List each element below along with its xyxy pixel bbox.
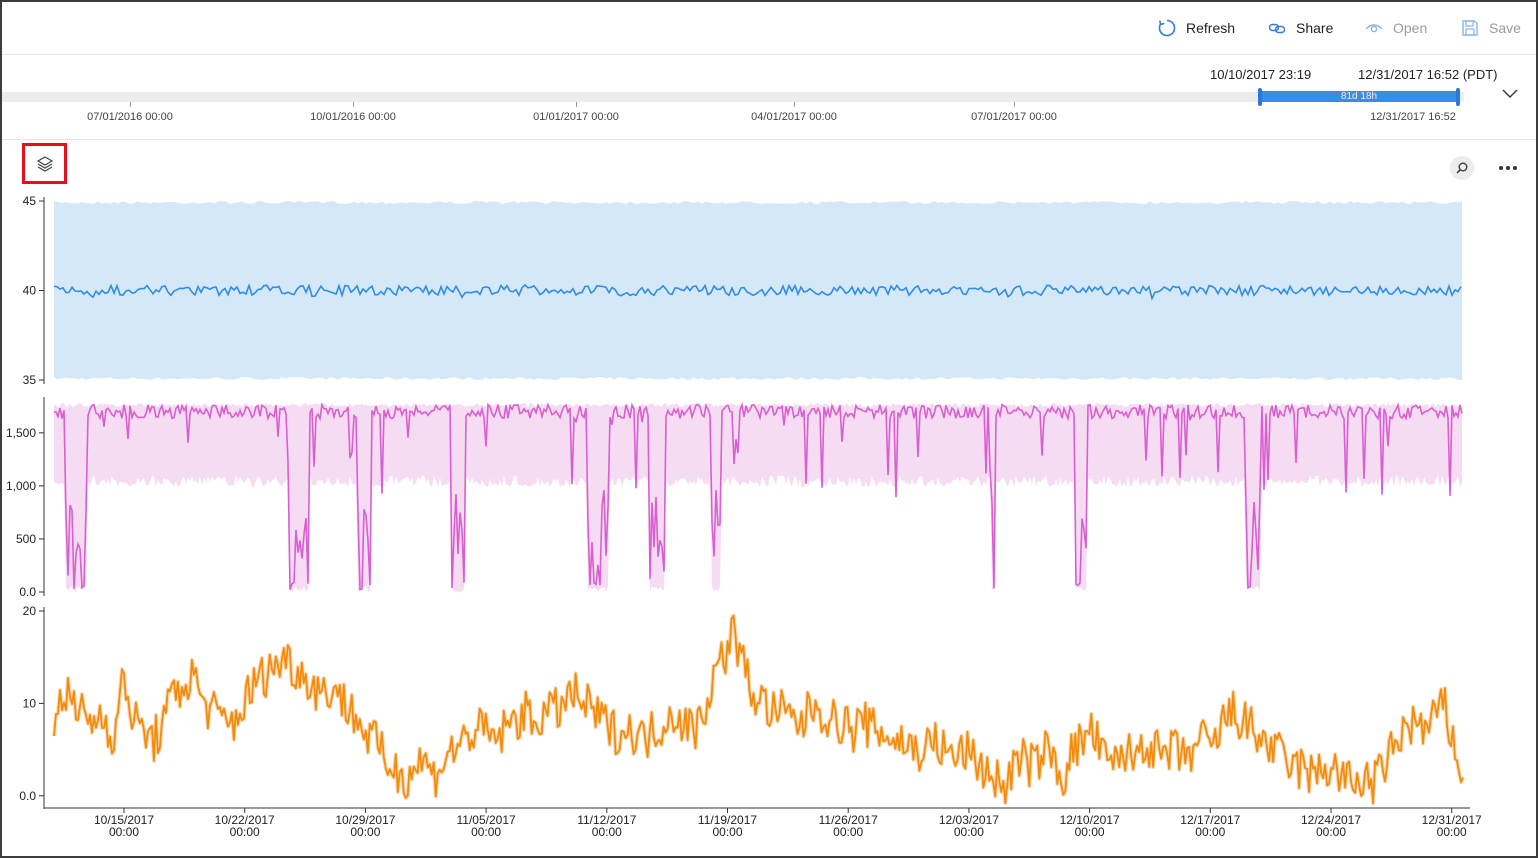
y-tick-label: 10 (23, 696, 37, 710)
refresh-label: Refresh (1186, 20, 1236, 36)
share-label: Share (1296, 20, 1334, 36)
x-tick-date-label: 12/31/2017 (1422, 813, 1482, 827)
layers-button[interactable] (22, 143, 67, 184)
more-options-button[interactable] (1494, 156, 1522, 180)
y-tick-label: 40 (23, 284, 37, 298)
brush-axis-label: 07/01/2016 00:00 (87, 111, 173, 123)
save-icon (1462, 20, 1478, 36)
series-2-range-band (54, 403, 1462, 592)
share-button[interactable]: Share (1267, 16, 1333, 40)
open-icon (1365, 24, 1383, 33)
open-button[interactable]: Open (1364, 16, 1427, 40)
brush-tick (794, 102, 795, 107)
series-1-range-band (54, 201, 1462, 380)
x-tick-time-label: 00:00 (230, 825, 260, 839)
refresh-button[interactable]: Refresh (1157, 16, 1235, 40)
brush-axis-label: 04/01/2017 00:00 (751, 111, 837, 123)
x-tick-date-label: 10/22/2017 (215, 813, 275, 827)
x-tick-date-label: 10/29/2017 (335, 813, 395, 827)
y-tick-label: 1,000 (6, 479, 36, 493)
x-tick-date-label: 12/03/2017 (939, 813, 999, 827)
x-tick-time-label: 00:00 (833, 825, 863, 839)
save-label: Save (1489, 20, 1521, 36)
brush-from-date: 10/10/2017 23:19 (1210, 67, 1312, 82)
brush-handle-end[interactable] (1456, 88, 1460, 106)
brush-tick (1014, 102, 1015, 107)
x-tick-time-label: 00:00 (109, 825, 139, 839)
x-tick-date-label: 10/15/2017 (94, 813, 154, 827)
x-tick-time-label: 00:00 (350, 825, 380, 839)
brush-track[interactable] (2, 92, 1464, 102)
x-tick-time-label: 00:00 (1195, 825, 1225, 839)
zoom-button[interactable] (1450, 156, 1474, 180)
toolbar: Refresh Share Open Save (2, 2, 1536, 55)
layers-icon (36, 155, 53, 172)
series-2-line (53, 401, 1463, 591)
x-tick-time-label: 00:00 (712, 825, 742, 839)
brush-selection-duration: 81d 18h (1340, 91, 1378, 102)
more-icon (1499, 166, 1517, 170)
save-button[interactable]: Save (1460, 16, 1521, 40)
brush-axis-label: 10/01/2016 00:00 (310, 111, 396, 123)
y-tick-label: 1,500 (6, 426, 36, 440)
brush-tick (130, 102, 131, 107)
x-tick-date-label: 11/12/2017 (577, 813, 636, 827)
x-tick-time-label: 00:00 (1316, 825, 1346, 839)
refresh-icon (1158, 19, 1176, 37)
share-icon (1268, 23, 1286, 34)
brush-axis-label: 01/01/2017 00:00 (533, 111, 619, 123)
zoom-icon (1456, 162, 1468, 174)
y-tick-label: 45 (23, 194, 37, 208)
y-tick-label: 35 (23, 373, 37, 387)
series-1-line (53, 282, 1462, 301)
brush-tick (576, 102, 577, 107)
x-tick-date-label: 11/19/2017 (698, 813, 757, 827)
brush-tick (353, 102, 354, 107)
x-tick-date-label: 12/10/2017 (1060, 813, 1120, 827)
x-tick-date-label: 12/24/2017 (1301, 813, 1361, 827)
x-tick-time-label: 00:00 (1437, 825, 1467, 839)
brush-selection[interactable] (1260, 91, 1458, 102)
brush-axis-label: 07/01/2017 00:00 (971, 111, 1057, 123)
series-3-line (53, 614, 1464, 805)
brush-to-date: 12/31/2017 16:52 (PDT) (1358, 67, 1498, 82)
brush-handle-start[interactable] (1258, 88, 1262, 106)
open-label: Open (1393, 20, 1428, 36)
x-tick-date-label: 11/05/2017 (457, 813, 516, 827)
y-tick-label: 0.0 (19, 789, 36, 803)
chevron-down-icon[interactable] (1502, 89, 1518, 99)
x-tick-time-label: 00:00 (471, 825, 501, 839)
y-tick-label: 20 (23, 604, 37, 618)
x-tick-time-label: 00:00 (592, 825, 622, 839)
y-tick-label: 500 (16, 532, 36, 546)
y-tick-label: 0.0 (19, 585, 36, 599)
brush-axis-label: 12/31/2017 16:52 (1370, 111, 1456, 123)
time-brush: 10/10/2017 23:19 12/31/2017 16:52 (PDT) … (2, 56, 1536, 140)
x-tick-date-label: 12/17/2017 (1180, 813, 1240, 827)
x-tick-time-label: 00:00 (954, 825, 984, 839)
x-tick-date-label: 11/26/2017 (819, 813, 878, 827)
x-tick-time-label: 00:00 (1075, 825, 1105, 839)
